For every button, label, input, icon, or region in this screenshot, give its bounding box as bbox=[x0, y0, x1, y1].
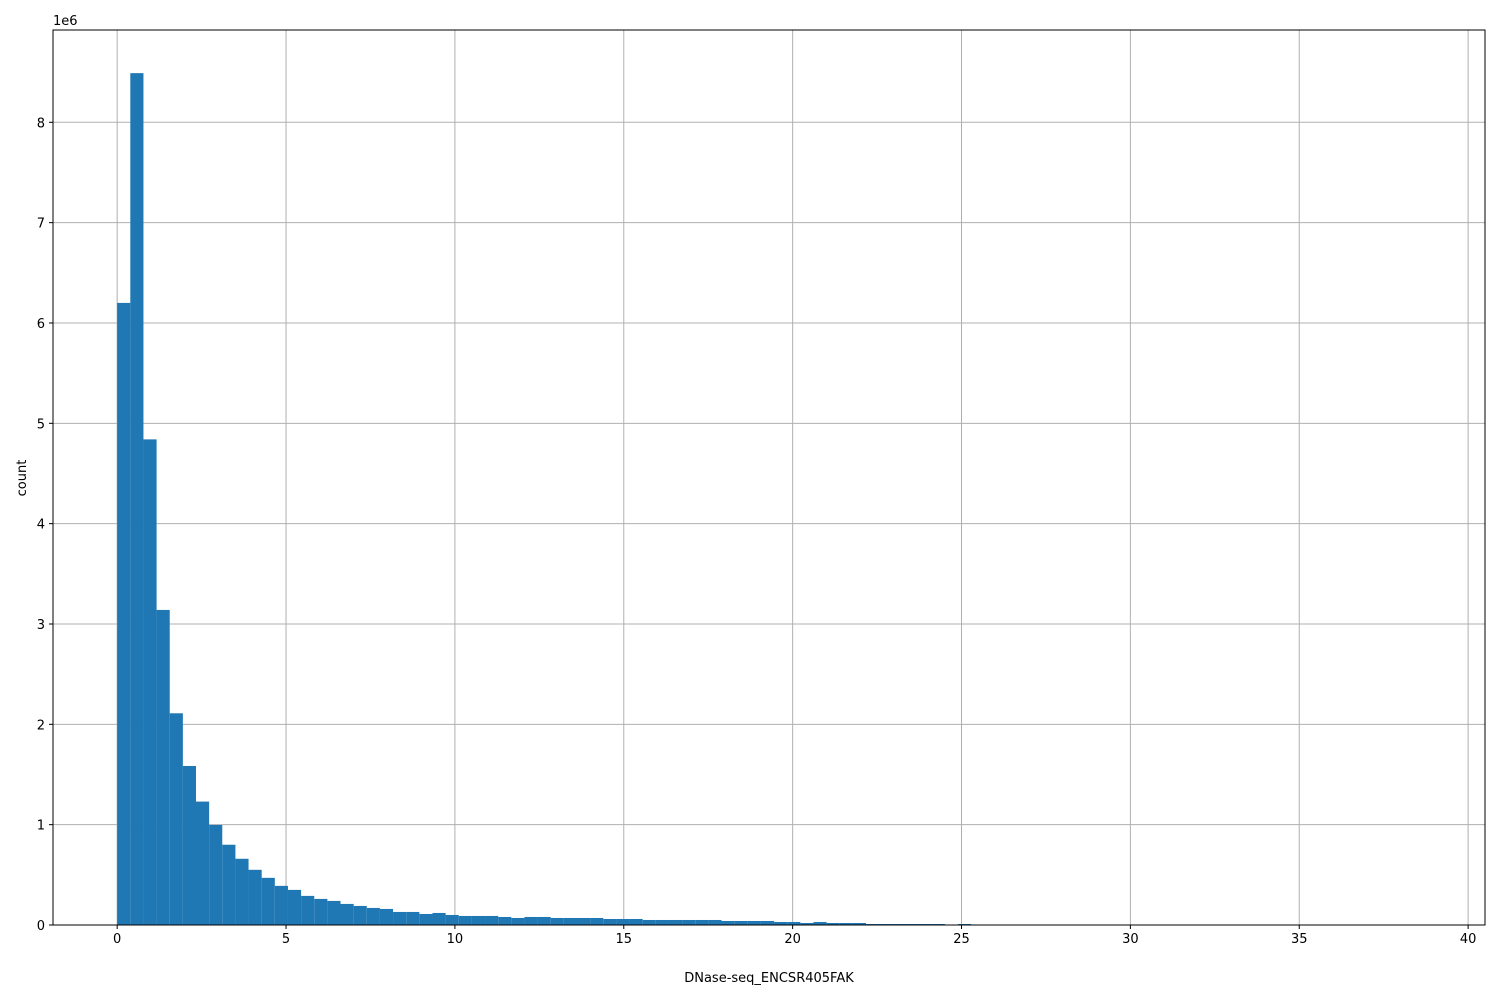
histogram-bar bbox=[485, 915, 499, 925]
x-tick-label: 5 bbox=[282, 932, 290, 947]
histogram-bar bbox=[182, 765, 196, 925]
histogram-bar bbox=[616, 918, 630, 925]
histogram-bar bbox=[537, 916, 551, 925]
histogram-bar bbox=[301, 895, 315, 925]
histogram-bar bbox=[590, 917, 604, 925]
histogram-bar bbox=[287, 889, 302, 925]
histogram-bar bbox=[800, 922, 814, 925]
y-axis: 0 1 2 3 4 5 6 7 8 bbox=[37, 116, 53, 934]
histogram-bar bbox=[839, 922, 853, 925]
x-axis-label: DNase-seq_ENCSR405FAK bbox=[684, 971, 854, 986]
histogram-bar bbox=[445, 914, 459, 925]
histogram-bar bbox=[629, 918, 643, 925]
histogram-bar bbox=[695, 919, 709, 925]
grid bbox=[53, 30, 1485, 926]
y-tick-label: 4 bbox=[37, 518, 45, 533]
y-axis-label: count bbox=[15, 460, 30, 497]
x-tick-label: 15 bbox=[616, 932, 633, 947]
histogram-bar bbox=[130, 73, 144, 926]
x-tick-label: 10 bbox=[447, 932, 464, 947]
histogram-bar bbox=[393, 911, 407, 925]
histogram-bar bbox=[563, 917, 577, 925]
histogram-bar bbox=[708, 919, 722, 925]
histogram-bar bbox=[603, 918, 617, 925]
histogram-bar bbox=[524, 916, 538, 925]
histogram-bar bbox=[432, 912, 446, 925]
axes-frame bbox=[52, 29, 1486, 926]
histogram-bar bbox=[366, 907, 380, 925]
histogram-bar bbox=[734, 920, 748, 925]
histogram-bar bbox=[747, 920, 761, 925]
histogram-bar bbox=[918, 923, 932, 925]
y-tick-label: 8 bbox=[37, 116, 45, 131]
histogram-bar bbox=[787, 921, 801, 925]
histogram-bar bbox=[261, 877, 275, 925]
y-tick-label: 5 bbox=[37, 417, 45, 432]
x-tick-label: 20 bbox=[784, 932, 801, 947]
histogram-bar bbox=[222, 844, 236, 925]
histogram-bar bbox=[642, 919, 656, 925]
histogram-bar bbox=[892, 923, 906, 925]
y-offset-label: 1e6 bbox=[53, 14, 78, 29]
histogram-bar bbox=[235, 858, 249, 925]
histogram-bar bbox=[655, 919, 669, 925]
histogram-bar bbox=[879, 923, 893, 925]
histogram-bar bbox=[195, 801, 210, 925]
histogram-bar bbox=[826, 922, 840, 925]
histogram-bar bbox=[379, 908, 394, 925]
histogram-bar bbox=[458, 915, 472, 925]
histogram-bar bbox=[274, 885, 288, 925]
histogram-bar bbox=[209, 824, 223, 925]
histogram-bar bbox=[511, 917, 525, 925]
histogram-bar bbox=[813, 921, 827, 925]
y-tick-label: 1 bbox=[37, 819, 45, 834]
histogram-bar bbox=[419, 913, 433, 925]
x-tick-label: 40 bbox=[1460, 932, 1477, 947]
histogram-bar bbox=[248, 869, 262, 925]
histogram-bar bbox=[957, 923, 972, 925]
histogram-bar bbox=[353, 905, 367, 925]
y-tick-label: 3 bbox=[37, 618, 45, 633]
histogram-bar bbox=[340, 903, 354, 925]
x-axis: 0 5 10 15 20 25 30 35 40 bbox=[113, 925, 1476, 947]
x-tick-label: 0 bbox=[113, 932, 121, 947]
histogram-bar bbox=[576, 917, 591, 925]
histogram-bar bbox=[931, 923, 945, 925]
histogram-bar bbox=[668, 919, 683, 925]
histogram-bar bbox=[156, 609, 170, 925]
x-tick-label: 25 bbox=[953, 932, 970, 947]
y-tick-label: 2 bbox=[37, 718, 45, 733]
histogram-bar bbox=[682, 919, 696, 925]
histogram-bar bbox=[117, 302, 131, 925]
histogram-bar bbox=[774, 921, 788, 925]
histogram-bar bbox=[905, 923, 919, 925]
histogram-bar bbox=[406, 911, 420, 925]
histogram-bar bbox=[169, 713, 183, 925]
y-tick-label: 6 bbox=[37, 317, 45, 332]
histogram-bar bbox=[143, 439, 157, 925]
histogram-bar bbox=[498, 916, 512, 925]
bars bbox=[117, 73, 972, 926]
y-tick-label: 7 bbox=[37, 217, 45, 232]
histogram-bar bbox=[327, 900, 341, 925]
histogram-bar bbox=[314, 898, 328, 925]
histogram-bar bbox=[721, 920, 735, 925]
histogram-bar bbox=[866, 923, 880, 925]
histogram-bar bbox=[471, 915, 486, 925]
histogram-bar bbox=[852, 922, 867, 925]
histogram-bar bbox=[760, 920, 775, 925]
x-tick-label: 35 bbox=[1291, 932, 1308, 947]
histogram-bar bbox=[550, 917, 564, 925]
y-tick-label: 0 bbox=[37, 919, 45, 934]
x-tick-label: 30 bbox=[1122, 932, 1139, 947]
